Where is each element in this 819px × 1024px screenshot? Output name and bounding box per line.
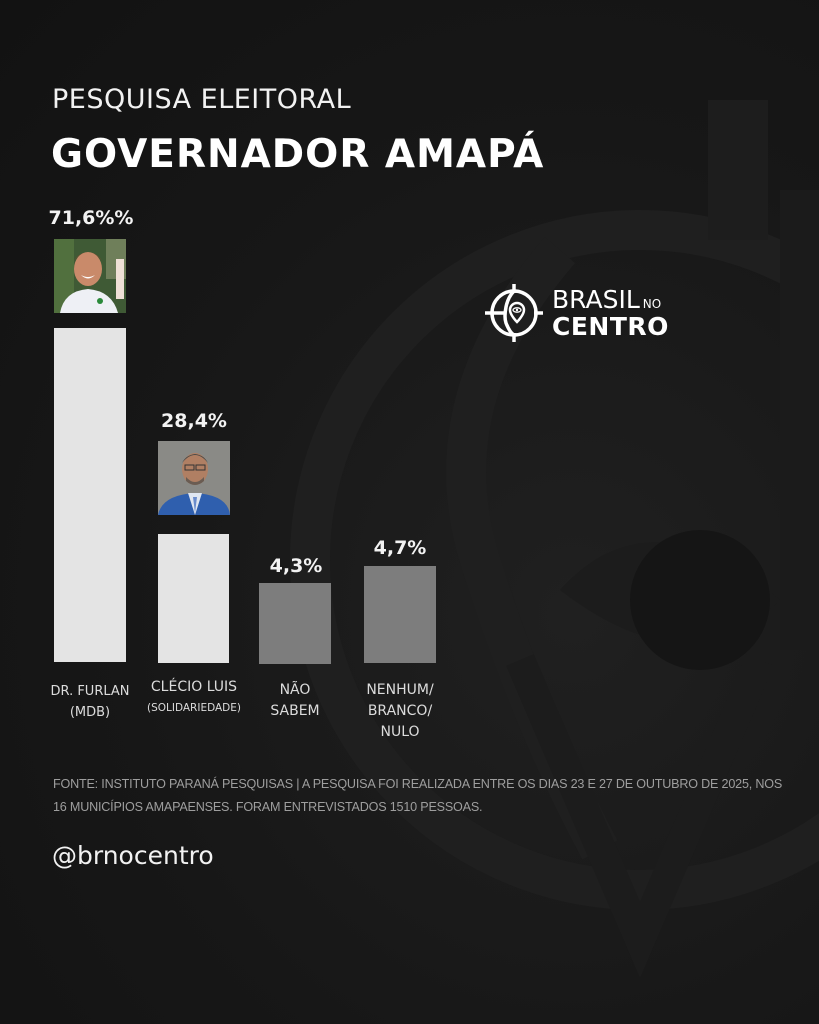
- category-label-clecio: CLÉCIO LUIS (SOLIDARIEDADE): [134, 677, 254, 719]
- candidate-name: CLÉCIO LUIS: [150, 679, 238, 695]
- category-label-nenhum: NENHUM/ BRANCO/ NULO: [350, 680, 450, 743]
- candidate-party: (MDB): [69, 705, 111, 720]
- brand-logo: BRASIL NO CENTRO: [484, 283, 669, 343]
- bar-nenhum-branco-nulo: [364, 566, 436, 663]
- candidate-photo-clecio: [158, 441, 230, 515]
- bar-furlan: [54, 328, 126, 662]
- category-line: NENHUM/: [366, 682, 434, 698]
- category-line: NULO: [380, 724, 420, 740]
- person-photo-icon: [158, 441, 230, 515]
- source-footnote: FONTE: INSTITUTO PARANÁ PESQUISAS | A PE…: [53, 777, 783, 814]
- page-title: GOVERNADOR AMAPÁ: [51, 132, 545, 177]
- candidate-party: (SOLIDARIEDADE): [147, 702, 241, 714]
- bar-clecio: [158, 534, 229, 663]
- bar-nao-sabem: [259, 583, 331, 664]
- category-line: BRANCO/: [367, 703, 433, 719]
- bar-value-label: 4,7%: [373, 537, 427, 559]
- category-line: NÃO: [279, 682, 311, 698]
- category-label-nao-sabem: NÃO SABEM: [250, 680, 340, 722]
- logo-centro: CENTRO: [552, 312, 669, 341]
- candidate-name: DR. FURLAN: [50, 684, 130, 699]
- bar-value-label: 4,3%: [269, 555, 323, 577]
- category-line: SABEM: [270, 703, 320, 719]
- person-photo-icon: [54, 239, 126, 313]
- social-handle: @brnocentro: [52, 841, 214, 870]
- bar-value-label: 28,4%: [161, 410, 227, 432]
- crosshair-pin-icon: [485, 284, 543, 342]
- candidate-photo-furlan: [54, 239, 126, 313]
- logo-no: NO: [642, 297, 662, 311]
- bar-value-label: 71,6%%: [48, 207, 134, 229]
- category-label-furlan: DR. FURLAN (MDB): [34, 681, 146, 723]
- page-subtitle: PESQUISA ELEITORAL: [52, 84, 352, 115]
- logo-brasil: BRASIL: [552, 285, 640, 314]
